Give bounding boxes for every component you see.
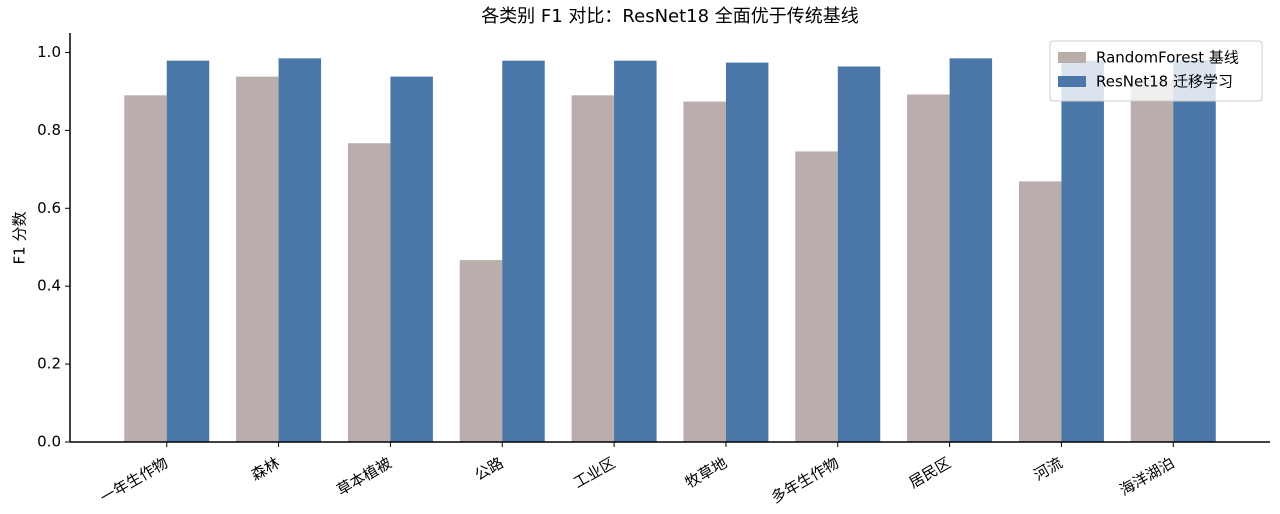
legend-box: [1049, 40, 1263, 102]
x-tick-label: 牧草地: [682, 454, 730, 492]
y-axis-label: F1 分数: [11, 212, 29, 265]
bar: [614, 60, 657, 442]
bar: [1061, 60, 1104, 442]
bar: [907, 94, 950, 442]
legend-label: ResNet18 迁移学习: [1096, 73, 1233, 91]
y-tick-label: 0.0: [37, 433, 61, 451]
x-tick-label: 草本植被: [334, 454, 395, 500]
y-tick-label: 0.2: [37, 355, 61, 373]
bar: [347, 143, 391, 443]
x-tick-label: 一年生作物: [97, 454, 171, 507]
chart-title: 各类别 F1 对比：ResNet18 全面优于传统基线: [481, 6, 859, 27]
bar: [166, 60, 210, 442]
x-tick-label: 居民区: [906, 454, 954, 492]
bar: [1018, 181, 1062, 442]
bar: [278, 58, 322, 443]
y-tick-label: 0.8: [37, 121, 61, 139]
legend-label: RandomForest 基线: [1096, 49, 1239, 67]
x-tick-label: 河流: [1031, 454, 1066, 485]
bar: [571, 95, 615, 443]
bar: [949, 58, 993, 443]
bar: [683, 101, 726, 443]
bar: [1130, 79, 1174, 442]
x-tick-label: 公路: [472, 454, 507, 485]
bar: [837, 66, 881, 442]
bar: [390, 76, 433, 443]
legend-swatch: [1058, 52, 1086, 63]
legend-swatch: [1058, 76, 1086, 87]
y-tick-label: 0.4: [37, 277, 61, 295]
bar: [236, 76, 279, 443]
x-tick-label: 多年生作物: [768, 454, 842, 507]
y-tick-label: 0.6: [37, 199, 61, 217]
x-tick-label: 森林: [248, 454, 283, 485]
x-tick-label: 海洋湖泊: [1117, 454, 1178, 500]
bar: [124, 95, 167, 443]
bar: [502, 60, 545, 442]
bar: [725, 62, 769, 442]
bar: [795, 151, 838, 443]
bar: [459, 260, 503, 442]
x-tick-label: 工业区: [570, 454, 618, 492]
y-tick-label: 1.0: [37, 43, 61, 61]
bar: [1173, 60, 1216, 443]
